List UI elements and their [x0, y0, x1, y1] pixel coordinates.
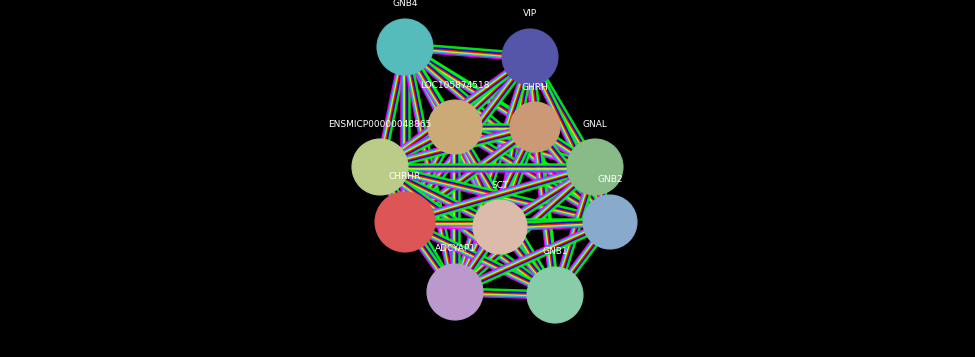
Circle shape — [352, 139, 408, 195]
Circle shape — [502, 29, 558, 85]
Text: ENSMICP00000048865: ENSMICP00000048865 — [329, 120, 432, 129]
Text: GNB2: GNB2 — [598, 176, 623, 185]
Circle shape — [473, 200, 527, 254]
Circle shape — [510, 102, 560, 152]
Circle shape — [567, 139, 623, 195]
Text: GNB1: GNB1 — [542, 247, 567, 256]
Circle shape — [428, 100, 482, 154]
Text: GNB4: GNB4 — [392, 0, 417, 8]
Text: GNAL: GNAL — [583, 120, 607, 129]
Text: GHRH: GHRH — [522, 83, 548, 92]
Circle shape — [527, 267, 583, 323]
Circle shape — [427, 264, 483, 320]
Text: SCT: SCT — [491, 181, 509, 190]
Text: CHRHR: CHRHR — [389, 172, 421, 181]
Text: ADCYAP1: ADCYAP1 — [435, 244, 476, 253]
Text: LOC105874518: LOC105874518 — [420, 80, 489, 90]
Circle shape — [375, 192, 435, 252]
Circle shape — [583, 195, 637, 249]
Circle shape — [377, 19, 433, 75]
Text: VIP: VIP — [523, 9, 537, 18]
